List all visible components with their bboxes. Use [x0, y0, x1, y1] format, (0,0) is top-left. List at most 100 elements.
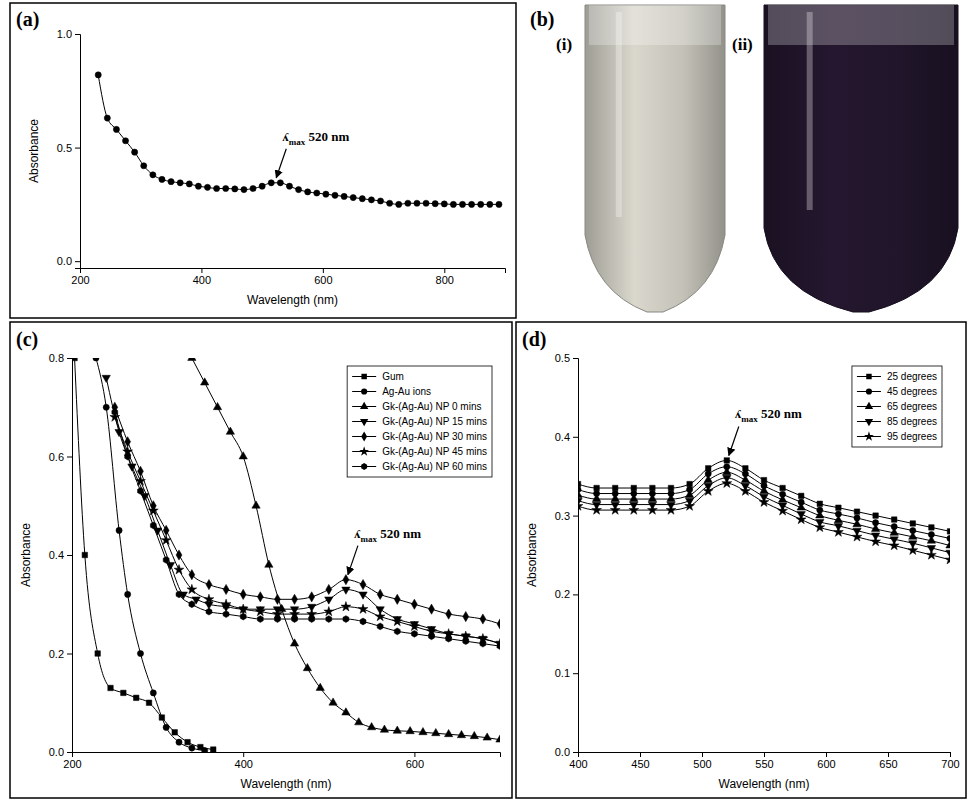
- tick: 0.2: [49, 648, 72, 660]
- marker: [138, 466, 144, 476]
- legend-label: Gum: [382, 371, 404, 382]
- series-line: [106, 378, 500, 644]
- series-line: [578, 472, 950, 545]
- annotation-subscript: max: [741, 414, 758, 424]
- marker: [204, 594, 214, 603]
- marker: [648, 494, 656, 501]
- series-line: [115, 412, 500, 646]
- marker: [441, 201, 447, 207]
- tick: 0.3: [555, 510, 578, 522]
- marker: [497, 643, 500, 650]
- marker: [163, 557, 169, 564]
- marker: [189, 745, 195, 751]
- marker: [163, 525, 169, 535]
- marker: [705, 466, 710, 471]
- axis-line: [73, 753, 501, 758]
- marker: [324, 606, 334, 615]
- marker: [132, 149, 138, 155]
- marker: [95, 651, 100, 656]
- tick-mark: [573, 752, 578, 753]
- panel-frame: [10, 322, 512, 798]
- marker: [174, 565, 184, 574]
- legend-label: 25 degrees: [887, 371, 937, 382]
- y-axis: 0.00.10.20.30.40.5: [555, 352, 579, 758]
- marker: [108, 685, 113, 690]
- tube-label: (ii): [732, 35, 753, 54]
- marker: [195, 183, 201, 189]
- series-line: [578, 478, 950, 553]
- marker: [122, 138, 128, 144]
- marker: [125, 453, 131, 460]
- legend-label: Ag-Au ions: [382, 386, 431, 397]
- tick-label: 450: [631, 758, 649, 770]
- marker: [360, 579, 366, 589]
- tick-label: 0.2: [555, 588, 570, 600]
- legend-label: Gk-(Ag-Au) NP 0 mins: [382, 401, 481, 412]
- tick: 600: [406, 752, 424, 770]
- legend-marker: [361, 463, 367, 470]
- marker: [121, 690, 126, 695]
- tick-label: 600: [406, 758, 424, 770]
- marker: [496, 201, 502, 207]
- marker: [309, 616, 315, 623]
- panel-frame: [10, 3, 516, 318]
- marker: [630, 494, 638, 501]
- tick: 0.0: [49, 746, 72, 758]
- tick-label: 800: [436, 274, 454, 286]
- marker: [240, 613, 246, 620]
- tick-mark: [573, 516, 578, 517]
- marker: [685, 490, 693, 497]
- marker: [743, 466, 748, 471]
- y-axis-title: Absorbance: [27, 119, 41, 183]
- legend-marker: [360, 419, 368, 426]
- marker: [359, 196, 365, 202]
- marker: [187, 584, 197, 593]
- panel-label: (b): [530, 8, 554, 31]
- tick-label: 400: [235, 758, 253, 770]
- tick: 0.0: [57, 255, 80, 267]
- marker: [610, 505, 620, 514]
- marker: [392, 616, 402, 625]
- series-line: [75, 358, 214, 750]
- tube: [764, 5, 958, 312]
- marker: [668, 485, 673, 490]
- y-axis-title: Absorbance: [525, 523, 539, 587]
- plot-area: [578, 458, 950, 564]
- marker: [817, 501, 822, 506]
- marker: [204, 184, 210, 190]
- marker: [93, 358, 99, 361]
- tube-highlight: [616, 12, 622, 217]
- marker: [188, 358, 196, 360]
- marker: [760, 486, 768, 493]
- y-axis: 0.00.51.0: [57, 28, 81, 268]
- axis-line: [67, 359, 73, 753]
- legend-frame: [852, 366, 942, 447]
- marker: [796, 514, 806, 523]
- tick-label: 0.2: [49, 648, 64, 660]
- tick: 1.0: [57, 28, 80, 40]
- marker: [480, 614, 486, 624]
- series-line: [192, 358, 500, 740]
- marker: [816, 511, 824, 518]
- marker: [871, 536, 881, 545]
- axis-line: [81, 269, 506, 274]
- marker: [650, 485, 655, 490]
- marker: [798, 493, 803, 498]
- marker: [908, 545, 918, 554]
- marker: [350, 194, 356, 200]
- y-axis: 0.00.20.40.60.8: [49, 352, 73, 758]
- tick: 600: [817, 752, 835, 770]
- marker: [368, 197, 374, 203]
- marker: [259, 183, 265, 189]
- marker: [432, 201, 438, 207]
- marker: [241, 187, 247, 193]
- tick-label: 500: [693, 758, 711, 770]
- tick: 600: [314, 268, 332, 286]
- marker: [112, 409, 118, 416]
- tick-label: 0.4: [49, 549, 64, 561]
- x-axis: 200400600: [63, 752, 500, 770]
- marker: [325, 597, 333, 604]
- tube-label: (i): [556, 35, 572, 54]
- tick-mark: [888, 752, 889, 757]
- annotation-arrow: [729, 426, 739, 455]
